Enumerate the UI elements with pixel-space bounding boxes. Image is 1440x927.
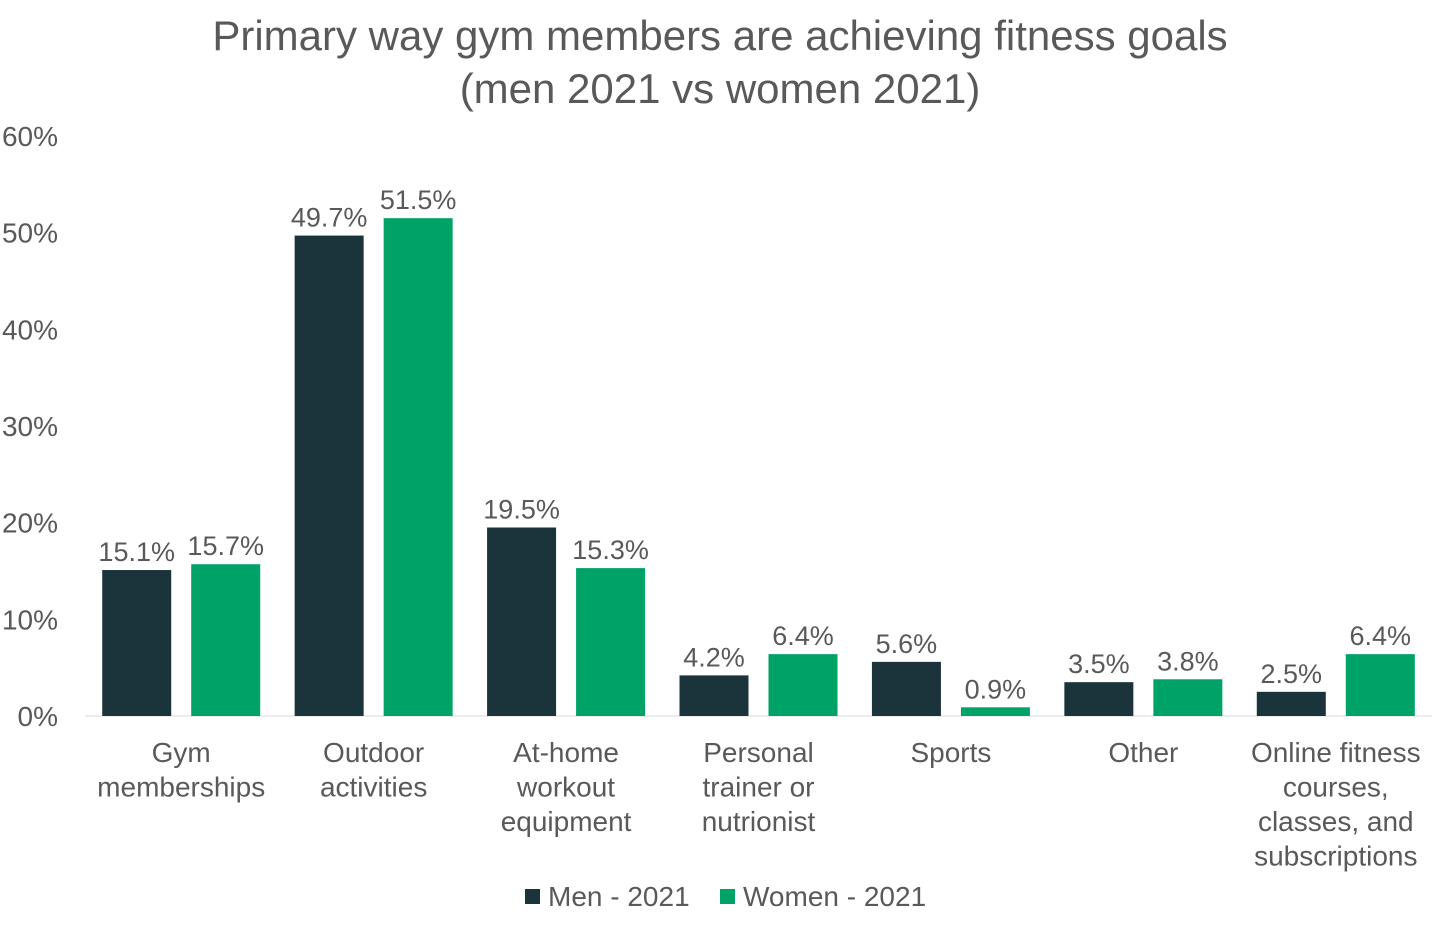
bar-men (102, 570, 172, 716)
bar-men (1064, 682, 1134, 716)
legend-label-men: Men - 2021 (548, 881, 690, 912)
y-tick-label: 0% (18, 701, 58, 732)
x-tick-label: At-home (513, 737, 619, 768)
data-label: 3.5% (1068, 649, 1130, 679)
x-tick-label: subscriptions (1254, 841, 1417, 872)
data-label: 6.4% (772, 621, 834, 651)
y-tick-label: 20% (2, 508, 58, 539)
x-tick-label: classes, and (1258, 806, 1414, 837)
bar-women (768, 654, 838, 716)
x-tick-label: trainer or (702, 772, 814, 803)
legend-label-women: Women - 2021 (743, 881, 926, 912)
bar-women (1153, 679, 1223, 716)
chart-title-line-1: Primary way gym members are achieving fi… (212, 12, 1227, 59)
x-tick-label: Online fitness (1251, 737, 1421, 768)
x-tick-label: Sports (910, 737, 991, 768)
data-label: 19.5% (483, 495, 560, 525)
data-label: 49.7% (291, 203, 368, 233)
data-label: 51.5% (380, 185, 457, 215)
bar-men (871, 661, 941, 716)
y-tick-label: 30% (2, 411, 58, 442)
bar-women (383, 218, 453, 716)
chart-title-line-2: (men 2021 vs women 2021) (460, 65, 981, 112)
bar-men (487, 527, 557, 716)
bar-men (1256, 691, 1326, 716)
x-tick-label: equipment (501, 806, 632, 837)
x-tick-label: workout (516, 772, 615, 803)
bar-women (191, 564, 261, 716)
legend-swatch-men (525, 889, 540, 904)
data-label: 15.7% (187, 531, 264, 561)
x-tick-label: Gym (152, 737, 211, 768)
data-label: 5.6% (876, 629, 938, 659)
bar-men (679, 675, 749, 716)
bar-women (1345, 654, 1415, 716)
data-label: 3.8% (1157, 646, 1219, 676)
data-label: 2.5% (1261, 659, 1323, 689)
x-tick-label: activities (320, 772, 427, 803)
x-tick-label: Outdoor (323, 737, 424, 768)
bar-men (294, 235, 364, 717)
x-tick-label: nutrionist (702, 806, 816, 837)
data-label: 15.1% (98, 537, 175, 567)
legend-swatch-women (720, 889, 735, 904)
x-tick-label: courses, (1283, 772, 1389, 803)
x-tick-label: Personal (703, 737, 814, 768)
data-label: 0.9% (965, 674, 1027, 704)
bar-women (576, 568, 646, 716)
y-tick-label: 60% (2, 121, 58, 152)
data-label: 4.2% (683, 642, 745, 672)
x-tick-label: Other (1108, 737, 1178, 768)
x-tick-label: memberships (97, 772, 265, 803)
data-label: 6.4% (1350, 621, 1412, 651)
y-tick-label: 50% (2, 218, 58, 249)
legend: Men - 2021 Women - 2021 (525, 881, 926, 912)
bar-women (960, 707, 1030, 716)
y-tick-label: 10% (2, 604, 58, 635)
data-label: 15.3% (572, 535, 649, 565)
y-tick-label: 40% (2, 314, 58, 345)
